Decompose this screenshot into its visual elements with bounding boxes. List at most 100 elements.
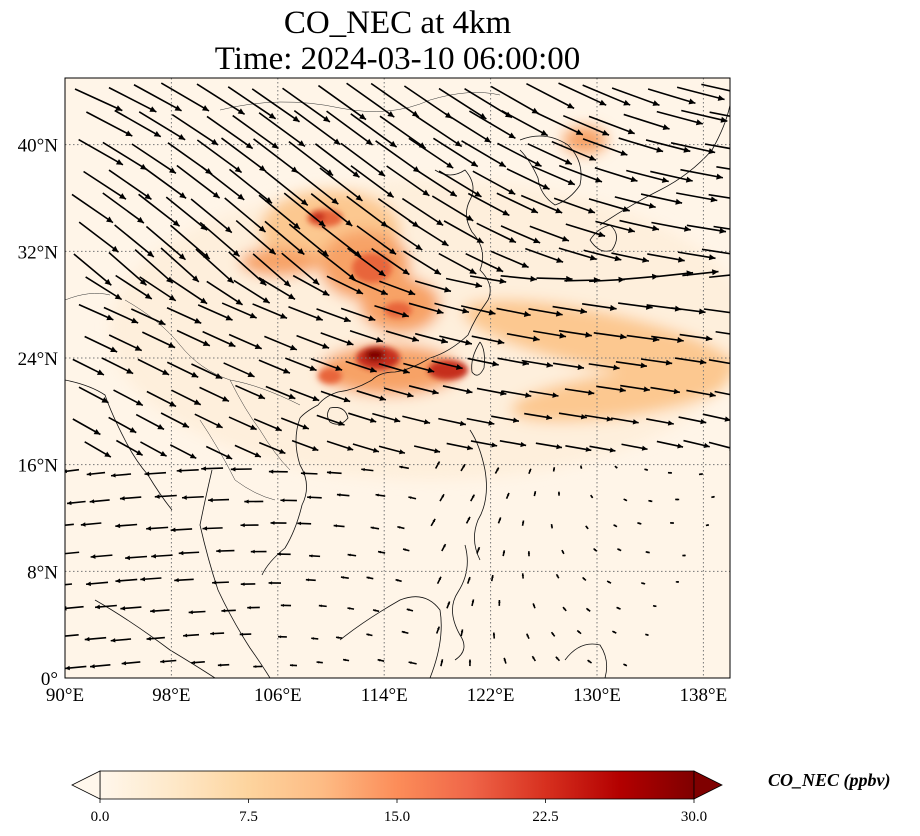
border-thailand-cambodia (199, 419, 276, 501)
wind-arrow (640, 358, 673, 366)
wind-arrow (408, 137, 454, 169)
wind-arrow (171, 113, 219, 146)
wind-arrow (529, 225, 570, 242)
wind-arrow (346, 82, 395, 118)
wind-arrow (589, 276, 625, 283)
wind-arrow (375, 493, 386, 497)
wind-arrow (497, 142, 542, 168)
wind-arrow (562, 114, 610, 136)
wind-arrow (230, 467, 252, 472)
wind-arrow (140, 441, 167, 457)
wind-arrow (550, 631, 556, 637)
wind-arrow (716, 166, 730, 170)
malay-peninsula-coastline (199, 469, 271, 678)
wind-arrow (587, 659, 593, 664)
wind-arrow (621, 443, 648, 451)
wind-arrow (521, 359, 553, 368)
wind-arrow (205, 445, 233, 460)
wind-arrow (408, 661, 417, 665)
plume-guangdong-peak (365, 349, 385, 361)
wind-arrow (66, 500, 86, 506)
wind-arrow (415, 115, 463, 148)
map-title: CO_NEC at 4km (283, 5, 512, 41)
wind-arrow (347, 247, 386, 277)
wind-arrow (431, 360, 463, 370)
wind-arrow (377, 550, 386, 554)
wind-arrow (171, 389, 202, 406)
wind-arrow (528, 307, 563, 317)
wind-arrow (681, 109, 728, 123)
korea-coastline (519, 135, 582, 206)
wind-arrow (703, 308, 730, 314)
wind-arrow (146, 636, 165, 641)
wind-arrow (675, 580, 679, 583)
wind-arrow (212, 580, 229, 585)
lon-tick-label: 138°E (680, 685, 728, 706)
wind-arrow (206, 280, 244, 306)
wind-arrow (466, 576, 471, 584)
wind-arrow (471, 335, 505, 345)
china-coastline (299, 169, 491, 419)
wind-arrow (199, 386, 230, 403)
wind-arrow (113, 389, 144, 407)
wind-arrow (650, 170, 693, 183)
wind-arrow (715, 330, 730, 335)
wind-arrow (497, 517, 502, 524)
wind-arrow (677, 251, 716, 261)
wind-arrow (385, 330, 420, 342)
wind-arrow (623, 498, 628, 502)
wind-arrow (582, 303, 617, 311)
wind-arrow (527, 143, 573, 165)
wind-arrow (531, 655, 537, 662)
wind-arrow (460, 463, 466, 472)
wind-arrow (103, 306, 139, 324)
wind-arrow (440, 659, 444, 667)
wind-arrow (370, 82, 420, 118)
wind-arrow (190, 198, 233, 234)
wind-arrow (558, 329, 592, 338)
wind-arrow (622, 273, 659, 281)
wind-arrow (408, 496, 417, 500)
wind-arrow (137, 358, 170, 376)
wind-arrow (84, 441, 112, 458)
wind-arrow (181, 495, 204, 500)
wind-arrow (201, 466, 224, 471)
wind-arrow (535, 442, 563, 450)
wind-arrow (221, 608, 236, 613)
bay-of-bengal-coastline (65, 379, 173, 511)
map-frame (64, 77, 731, 679)
wind-arrow (307, 495, 322, 500)
wind-arrow (217, 663, 230, 667)
wind-arrow (667, 471, 672, 474)
wind-arrow (588, 198, 630, 212)
wind-arrow (496, 307, 531, 318)
wind-arrow (210, 631, 225, 636)
wind-arrow (72, 418, 101, 436)
wind-arrow (372, 609, 380, 613)
longitude-tick-labels: 90°E 98°E 106°E 114°E 122°E 130°E 138°E (46, 685, 727, 706)
wind-arrow (114, 224, 155, 258)
wind-arrow (194, 413, 223, 429)
wind-arrow (623, 663, 628, 667)
wind-arrow (521, 573, 525, 579)
wind-arrow (619, 219, 660, 232)
wind-arrow (558, 82, 607, 106)
wind-arrow (305, 578, 316, 582)
wind-arrow (135, 413, 165, 431)
wind-arrow (228, 333, 263, 350)
gridlines (65, 78, 730, 678)
wind-arrow (65, 468, 80, 474)
wind-arrow (533, 330, 567, 339)
wind-arrow (280, 417, 310, 430)
wind-arrow (646, 418, 674, 426)
wind-arrow (532, 603, 536, 609)
wind-arrow (90, 554, 113, 559)
wind-arrow (166, 307, 202, 324)
wind-arrow (613, 524, 618, 528)
wind-arrow (233, 279, 271, 304)
wind-arrow (682, 554, 686, 557)
wind-arrow (170, 527, 193, 533)
wind-arrow (704, 143, 730, 150)
wind-arrow (89, 664, 111, 669)
latitude-tick-labels: 0° 8°N 16°N 24°N 32°N 40°N (18, 136, 59, 690)
